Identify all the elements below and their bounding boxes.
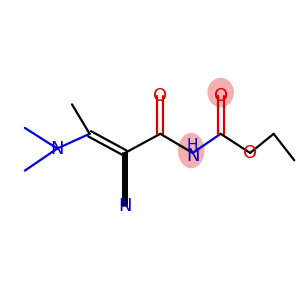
Text: N: N (118, 197, 132, 215)
Text: O: O (153, 86, 167, 104)
Text: O: O (243, 144, 257, 162)
Text: N: N (186, 147, 200, 165)
Ellipse shape (207, 78, 234, 107)
Text: H: H (187, 138, 198, 153)
Text: N: N (50, 140, 64, 158)
Text: O: O (214, 86, 228, 104)
Ellipse shape (178, 133, 205, 168)
